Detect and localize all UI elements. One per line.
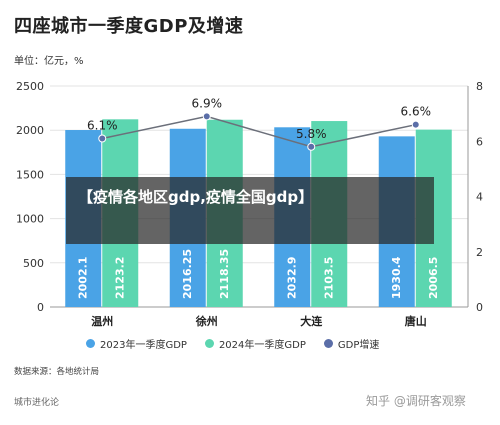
growth-point [411,120,420,129]
bar-value-label: 2123.2 [113,257,126,299]
legend-label-growth: GDP增速 [337,340,380,351]
y-left-tick-label: 1000 [16,213,44,226]
x-tick-label: 温州 [91,314,113,328]
legend-item-2024: 2024年一季度GDP [204,336,306,351]
chart-title: 四座城市一季度GDP及增速 [14,16,244,37]
growth-data-label: 6.9% [192,96,223,110]
legend-item-2023: 2023年一季度GDP [86,336,187,351]
bar-value-label: 1930.4 [390,256,403,299]
data-source: 数据来源：各地统计局 [14,367,100,377]
x-tick-label: 大连 [300,314,323,328]
x-tick-label: 徐州 [195,314,218,328]
y-left-tick-label: 1500 [16,168,44,181]
y-right-tick-label: 2 [476,246,483,259]
y-right-tick-label: 0 [476,301,483,314]
y-right-tick-label: 8 [476,80,483,93]
footer-watermark: 知乎 @调研客观察 [366,394,466,408]
growth-point [202,112,211,121]
x-tick-label: 唐山 [405,314,427,328]
legend-swatch-2024 [204,339,214,348]
unit-label: 单位：亿元，% [14,56,84,67]
legend-label-2023: 2023年一季度GDP [100,340,187,351]
bar-value-label: 2002.1 [76,257,89,299]
legend-label-2024: 2024年一季度GDP [218,340,306,351]
y-left-tick-label: 2000 [16,124,44,137]
bar-value-label: 2006.5 [427,257,440,299]
growth-point [307,142,316,151]
growth-data-label: 6.6% [401,105,432,119]
y-right-tick-label: 4 [476,191,483,204]
y-left-tick-label: 500 [23,257,44,270]
growth-point [98,134,107,143]
y-left-tick-label: 0 [37,301,44,314]
bar-value-label: 2103.5 [322,257,335,299]
overlay-banner: 【疫情各地区gdp,疫情全国gdp】 [66,177,434,244]
y-left-tick-label: 2500 [16,80,44,93]
chart-legend: 2023年一季度GDP 2024年一季度GDP GDP增速 [86,336,379,351]
bar-value-label: 2118.35 [218,249,231,299]
y-right-tick-label: 6 [476,135,483,148]
bar-value-label: 2016.25 [181,249,194,299]
bar-value-label: 2032.9 [285,257,298,299]
legend-swatch-2023 [86,339,95,348]
legend-item-growth: GDP增速 [323,336,380,351]
legend-swatch-growth [323,339,333,348]
growth-line [102,115,416,148]
footer-brand: 城市进化论 [14,398,60,408]
growth-data-label: 5.8% [296,127,327,141]
growth-data-label: 6.1% [87,118,118,132]
